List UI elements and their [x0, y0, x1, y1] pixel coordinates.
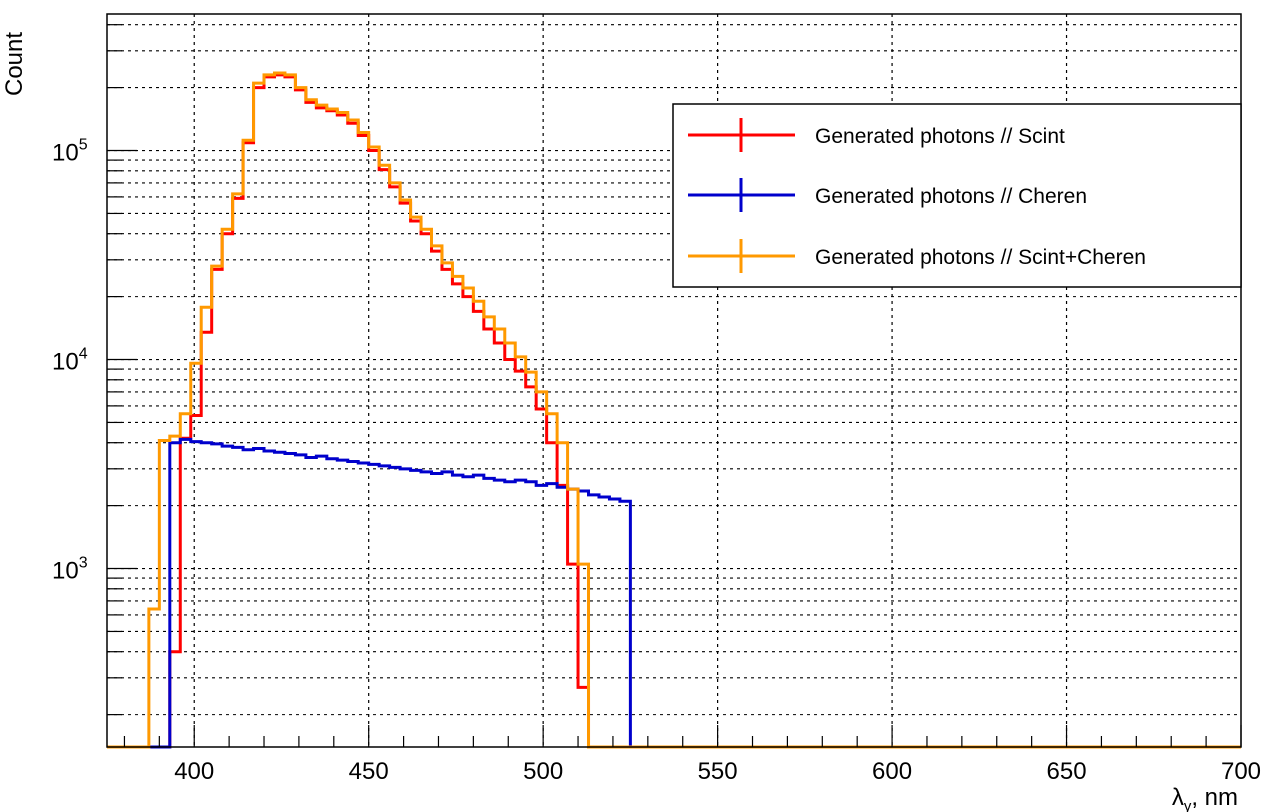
x-axis-label: λγ, nm: [1172, 784, 1238, 812]
tick-labels: 400 450 500 550 600 650 700 103 104 105: [52, 137, 1261, 785]
legend: Generated photons // Scint Generated pho…: [672, 103, 1242, 288]
x-tick-label: 650: [1047, 758, 1087, 785]
legend-entry-scint: Generated photons // Scint: [688, 118, 1065, 152]
axis-ticks: [107, 24, 1242, 747]
legend-label-scint: Generated photons // Scint: [815, 125, 1065, 148]
legend-entry-combined: Generated photons // Scint+Cheren: [688, 239, 1146, 273]
series-cheren-step: [107, 437, 1241, 749]
x-tick-label: 600: [872, 758, 912, 785]
y-tick-label: 105: [52, 137, 88, 167]
x-axis-label-main: λ: [1172, 784, 1184, 811]
x-axis-label-suffix: , nm: [1191, 784, 1238, 811]
x-tick-label: 400: [174, 758, 214, 785]
legend-label-combined: Generated photons // Scint+Cheren: [815, 246, 1146, 269]
x-axis-label-sub: γ: [1184, 798, 1192, 812]
legend-entry-cheren: Generated photons // Cheren: [688, 178, 1087, 212]
series-combined-step: [107, 71, 1241, 749]
series-layer: [107, 71, 1241, 749]
legend-label-cheren: Generated photons // Cheren: [815, 185, 1087, 208]
y-tick-label: 104: [52, 346, 88, 376]
x-tick-label: 450: [349, 758, 389, 785]
y-axis-label: Count: [1, 32, 28, 96]
y-tick-label: 103: [52, 555, 88, 585]
plot-frame: [106, 13, 1242, 748]
x-tick-label: 700: [1221, 758, 1261, 785]
x-tick-label: 500: [523, 758, 563, 785]
x-tick-label: 550: [698, 758, 738, 785]
